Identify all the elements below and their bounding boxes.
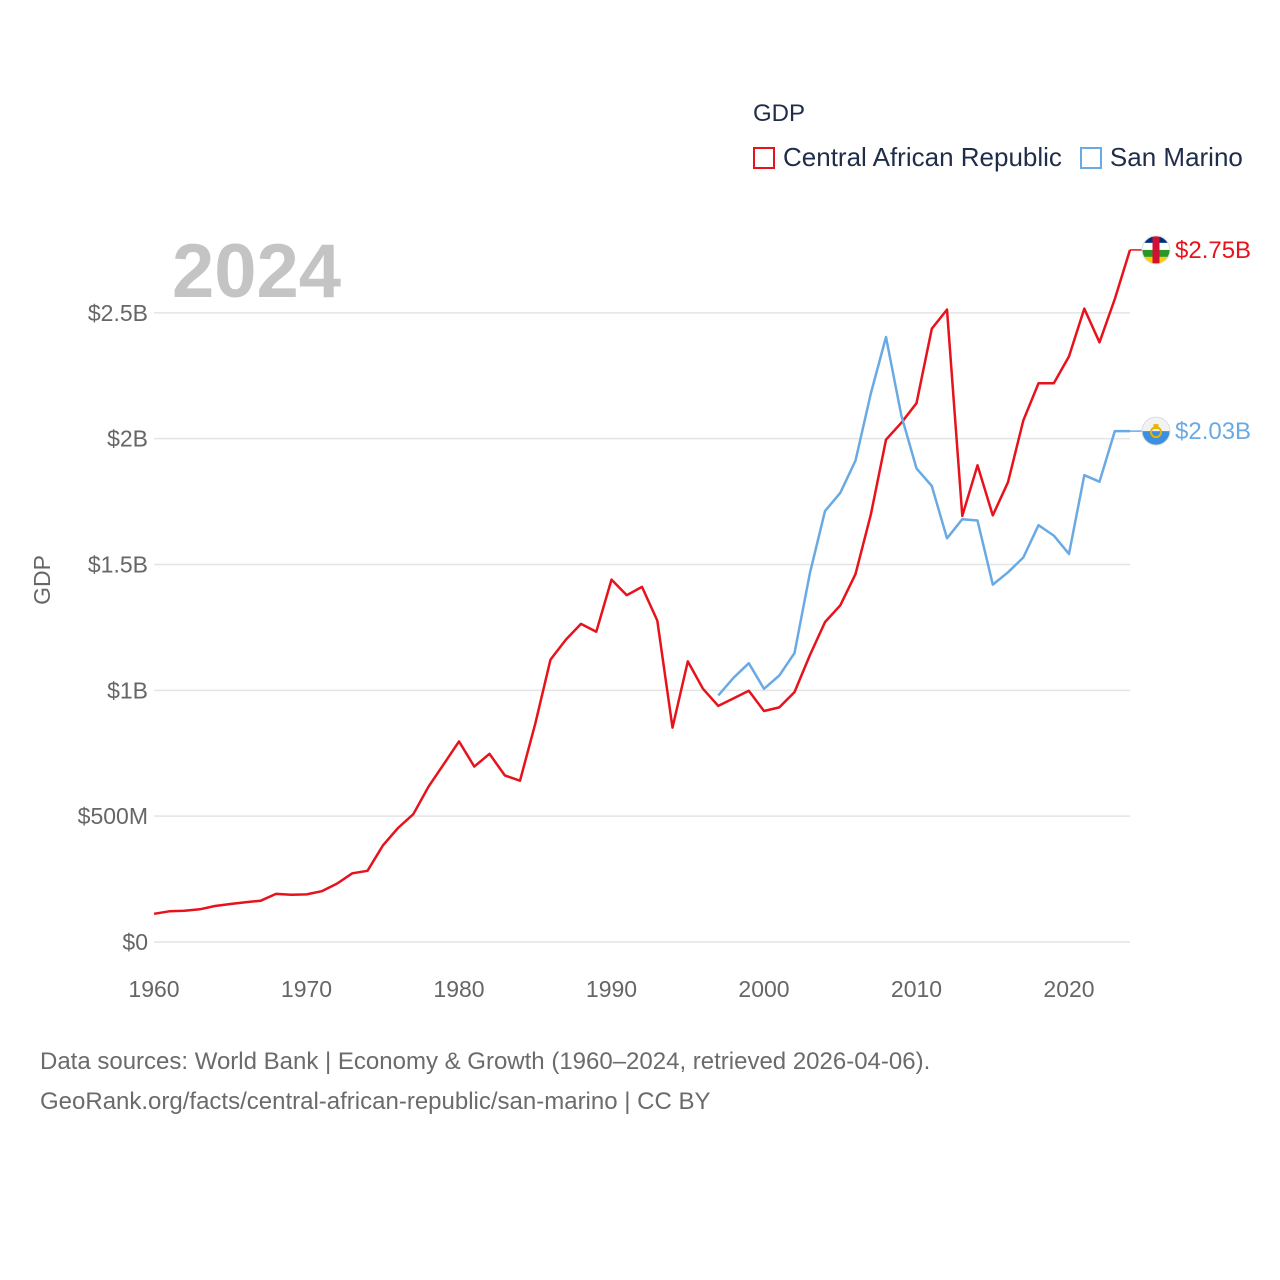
series-line-central-african-republic[interactable] — [153, 249, 1132, 916]
y-tick-label: $2.5B — [88, 300, 148, 326]
legend-item-san-marino[interactable]: San Marino — [1079, 142, 1243, 173]
gridlines — [154, 312, 1130, 943]
end-label-central-african-republic: $2.75B — [1175, 237, 1251, 264]
x-tick-label: 1960 — [128, 976, 179, 1002]
y-axis-title: GDP — [29, 555, 55, 605]
legend-label-central-african-republic: Central African Republic — [783, 142, 1062, 172]
x-tick-label: 1990 — [586, 976, 637, 1002]
y-axis-ticks: $0 $500M $1B $1.5B $2B $2.5B — [78, 300, 148, 955]
footer-link[interactable]: GeoRank.org/facts/central-african-republ… — [40, 1088, 711, 1115]
series-lines — [153, 249, 1132, 916]
y-tick-label: $2B — [107, 426, 148, 452]
x-tick-label: 2020 — [1043, 976, 1094, 1002]
y-tick-label: $500M — [78, 803, 148, 829]
legend-swatch-central-african-republic — [753, 146, 775, 169]
series-line-san-marino[interactable] — [717, 335, 1130, 697]
x-tick-label: 2010 — [891, 976, 942, 1002]
x-axis-ticks: 1960 1970 1980 1990 2000 2010 2020 — [128, 976, 1094, 1002]
y-tick-label: $1B — [107, 677, 148, 703]
x-tick-label: 1980 — [433, 976, 484, 1002]
end-label-san-marino: $2.03B — [1175, 418, 1251, 445]
end-labels: $2.75B $2.03B — [1130, 235, 1251, 446]
current-year-label: 2024 — [172, 229, 342, 314]
legend-label-san-marino: San Marino — [1109, 142, 1243, 172]
y-tick-label: $1.5B — [88, 552, 148, 578]
x-tick-label: 2000 — [738, 976, 789, 1002]
footer-sources: Data sources: World Bank | Economy & Gro… — [40, 1048, 931, 1075]
footer: Data sources: World Bank | Economy & Gro… — [40, 1042, 930, 1122]
legend-swatch-san-marino — [1079, 146, 1102, 169]
x-tick-label: 1970 — [281, 976, 332, 1002]
y-tick-label: $0 — [122, 929, 148, 955]
central-african-republic-flag-icon — [1141, 235, 1171, 265]
legend-item-central-african-republic[interactable]: Central African Republic — [753, 142, 1062, 173]
san-marino-flag-icon — [1141, 416, 1171, 446]
legend: Central African Republic San Marino — [753, 142, 1261, 173]
legend-title: GDP — [753, 100, 806, 127]
